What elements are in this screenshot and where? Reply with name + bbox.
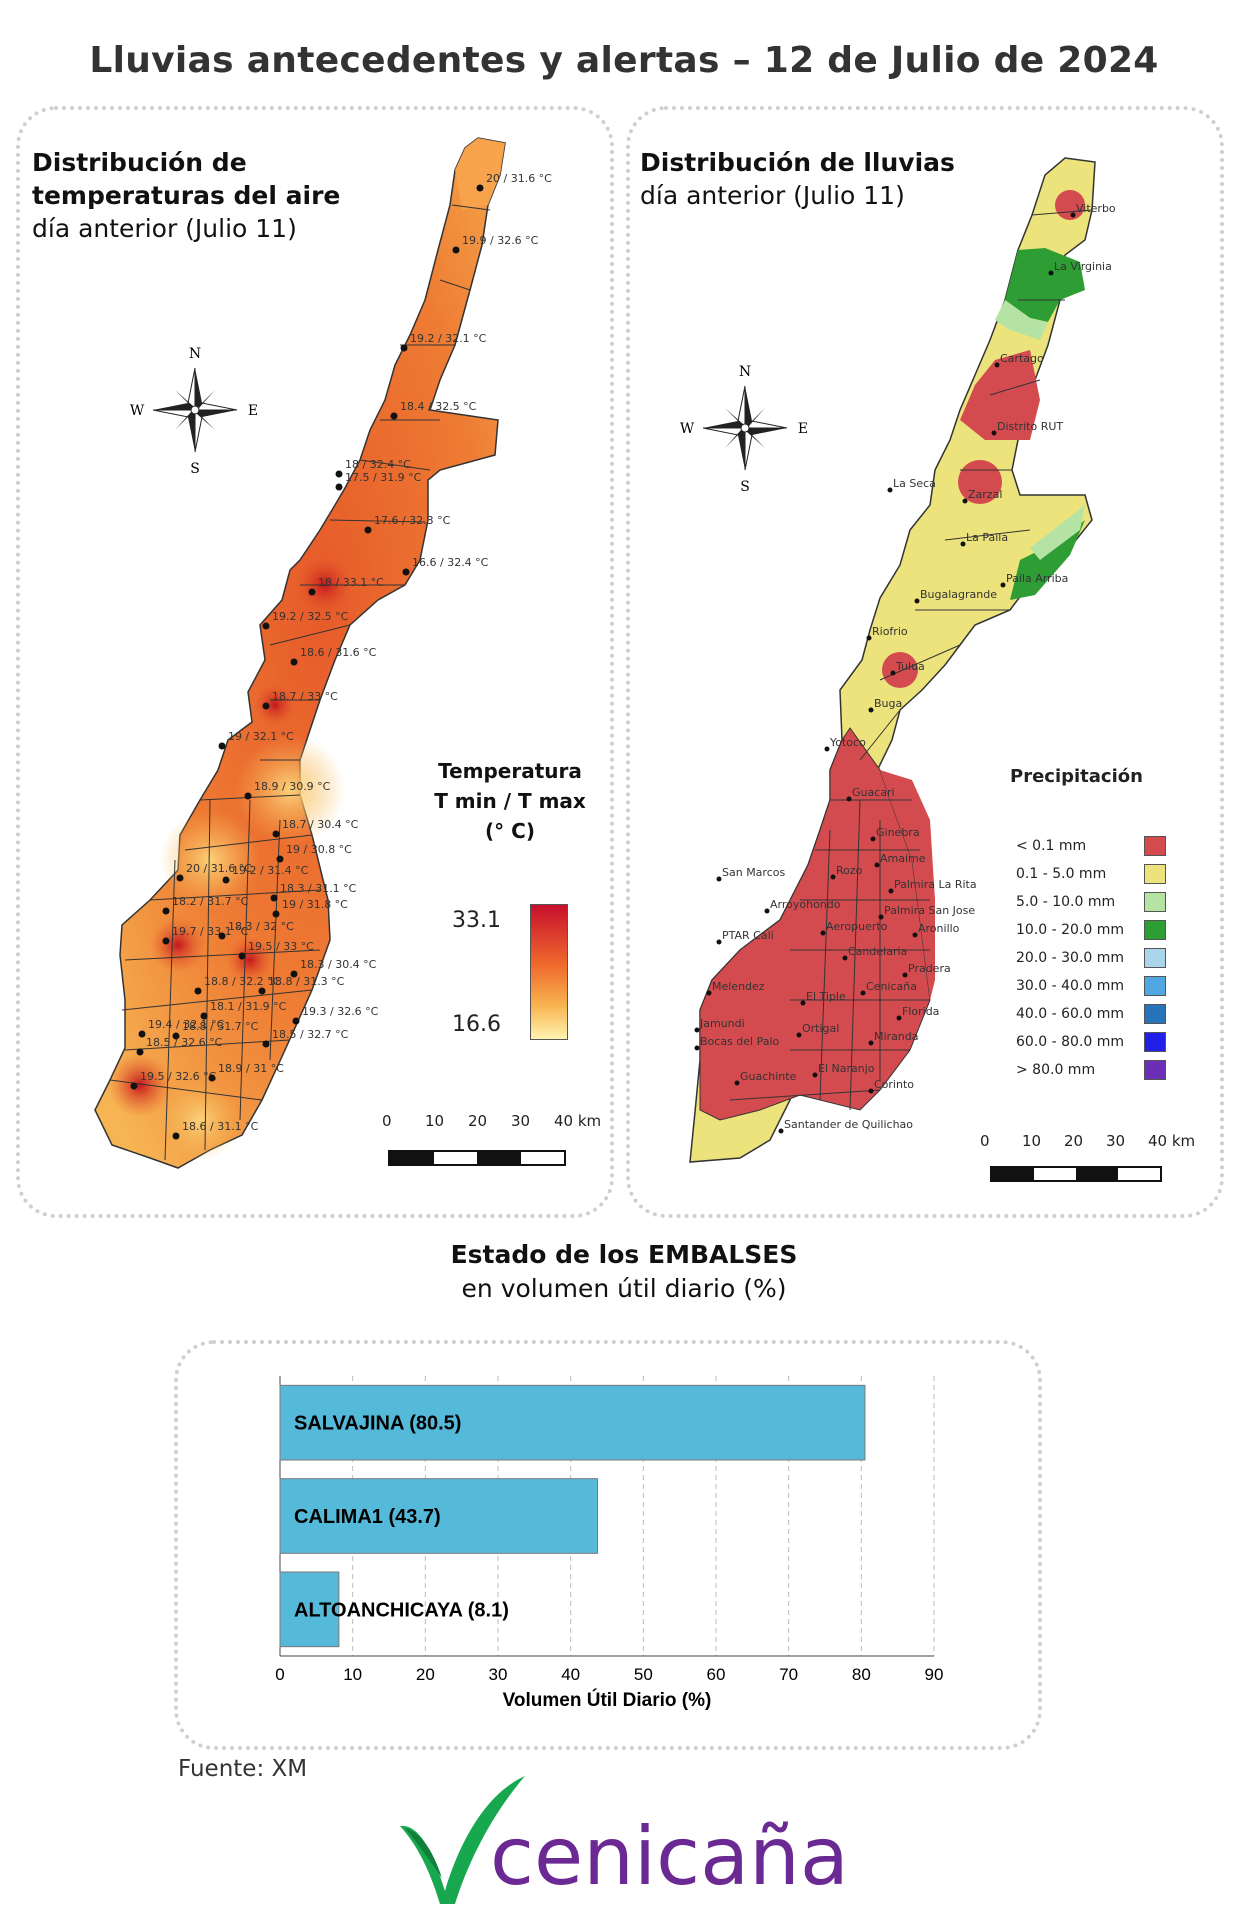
x-tick-label: 20 xyxy=(416,1665,435,1684)
cenicana-logo: cenicaña xyxy=(400,1776,849,1904)
rain-legend-label: 5.0 - 10.0 mm xyxy=(1016,894,1116,910)
scale-tick-label: 40 km xyxy=(554,1112,602,1130)
rain-legend-item: 30.0 - 40.0 mm xyxy=(1016,972,1166,1000)
rain-legend-item: < 0.1 mm xyxy=(1016,832,1166,860)
rain-legend-item: 5.0 - 10.0 mm xyxy=(1016,888,1166,916)
rain-legend-item: 40.0 - 60.0 mm xyxy=(1016,1000,1166,1028)
rain-legend-label: 30.0 - 40.0 mm xyxy=(1016,978,1125,994)
scale-tick-label: 40 km xyxy=(1148,1132,1196,1150)
x-tick-label: 90 xyxy=(925,1665,944,1684)
rain-panel xyxy=(626,106,1224,1218)
scale-tick-label: 20 xyxy=(1064,1132,1084,1150)
source-note: Fuente: XM xyxy=(178,1756,308,1782)
temperature-scale-bar xyxy=(388,1150,566,1166)
x-tick-label: 70 xyxy=(779,1665,798,1684)
scale-tick-label: 20 xyxy=(468,1112,488,1130)
rain-legend: < 0.1 mm 0.1 - 5.0 mm 5.0 - 10.0 mm 10.0 - … xyxy=(1016,832,1166,1084)
rain-legend-label: 60.0 - 80.0 mm xyxy=(1016,1034,1125,1050)
reservoir-bar xyxy=(279,1571,340,1648)
compass-s-label: S xyxy=(740,479,750,495)
rain-legend-item: > 80.0 mm xyxy=(1016,1056,1166,1084)
x-tick-label: 30 xyxy=(489,1665,508,1684)
rain-scale-ticks: 0 10 20 30 40 km xyxy=(980,1132,1200,1152)
rain-panel-title: Distribución de lluvias día anterior (Ju… xyxy=(640,148,955,210)
rain-legend-swatch xyxy=(1144,976,1166,996)
rain-legend-label: < 0.1 mm xyxy=(1016,838,1087,854)
rain-legend-label: 0.1 - 5.0 mm xyxy=(1016,866,1107,882)
compass-w-label: W xyxy=(680,421,695,437)
compass-n-label: N xyxy=(739,364,751,380)
compass-s-label: S xyxy=(190,461,200,477)
rain-legend-swatch xyxy=(1144,892,1166,912)
x-tick-label: 0 xyxy=(275,1665,284,1684)
rain-legend-swatch xyxy=(1144,836,1166,856)
rain-legend-swatch xyxy=(1144,1060,1166,1080)
reservoirs-title: Estado de los EMBALSES en volumen útil d… xyxy=(450,1240,798,1303)
scale-tick-label: 10 xyxy=(425,1112,445,1130)
reservoir-bar-label: SALVAJINA (80.5) xyxy=(294,1413,461,1435)
rain-legend-label: 40.0 - 60.0 mm xyxy=(1016,1006,1125,1022)
reservoir-bar xyxy=(279,1384,866,1461)
temperature-legend-min: 16.6 xyxy=(452,1012,501,1037)
compass-e-label: E xyxy=(248,403,258,419)
logo-text: cenicaña xyxy=(490,1810,849,1903)
rain-legend-item: 20.0 - 30.0 mm xyxy=(1016,944,1166,972)
rain-compass-rose: N S E W xyxy=(680,364,808,495)
temperature-legend-title: Temperatura T min / T max (° C) xyxy=(434,759,586,843)
rain-legend-item: 0.1 - 5.0 mm xyxy=(1016,860,1166,888)
scale-tick-label: 10 xyxy=(1022,1132,1042,1150)
rain-legend-swatch xyxy=(1144,864,1166,884)
temperature-panel-title: Distribución de temperaturas del aire dí… xyxy=(32,148,341,243)
scale-tick-label: 30 xyxy=(1106,1132,1126,1150)
scale-tick-label: 30 xyxy=(511,1112,531,1130)
rain-legend-swatch xyxy=(1144,1004,1166,1024)
x-tick-label: 40 xyxy=(561,1665,580,1684)
temperature-legend-max: 33.1 xyxy=(452,908,501,933)
reservoir-bar-label: CALIMA1 (43.7) xyxy=(294,1506,441,1528)
rain-legend-item: 10.0 - 20.0 mm xyxy=(1016,916,1166,944)
x-tick-label: 50 xyxy=(634,1665,653,1684)
x-tick-label: 10 xyxy=(343,1665,362,1684)
x-tick-label: 80 xyxy=(852,1665,871,1684)
rain-legend-label: 10.0 - 20.0 mm xyxy=(1016,922,1125,938)
reservoirs-panel xyxy=(174,1340,1042,1750)
temperature-scale-ticks: 0 10 20 30 40 km xyxy=(382,1112,602,1132)
x-tick-label: 60 xyxy=(707,1665,726,1684)
scale-tick-label: 0 xyxy=(980,1132,990,1150)
temperature-panel xyxy=(16,106,614,1218)
compass-w-label: W xyxy=(130,403,145,419)
rain-legend-item: 60.0 - 80.0 mm xyxy=(1016,1028,1166,1056)
compass-n-label: N xyxy=(189,346,201,362)
rain-legend-label: > 80.0 mm xyxy=(1016,1062,1096,1078)
rain-legend-title: Precipitación xyxy=(1010,766,1143,787)
temperature-compass-rose: N S E W xyxy=(130,346,258,477)
reservoir-bar-label: ALTOANCHICAYA (8.1) xyxy=(294,1599,509,1621)
reservoirs-bar-chart: 0 10 20 30 40 50 60 70 80 90 SALVAJINA (80.5) CALIM… xyxy=(275,1376,944,1710)
page-title: Lluvias antecedentes y alertas – 12 de J… xyxy=(89,40,1159,81)
rain-legend-label: 20.0 - 30.0 mm xyxy=(1016,950,1125,966)
temperature-color-scale xyxy=(530,904,568,1040)
rain-legend-swatch xyxy=(1144,1032,1166,1052)
rain-legend-swatch xyxy=(1144,948,1166,968)
compass-e-label: E xyxy=(798,421,808,437)
rain-scale-bar xyxy=(990,1166,1162,1182)
reservoir-bar xyxy=(279,1478,599,1554)
scale-tick-label: 0 xyxy=(382,1112,392,1130)
x-axis-label: Volumen Útil Diario (%) xyxy=(503,1689,712,1710)
rain-legend-swatch xyxy=(1144,920,1166,940)
